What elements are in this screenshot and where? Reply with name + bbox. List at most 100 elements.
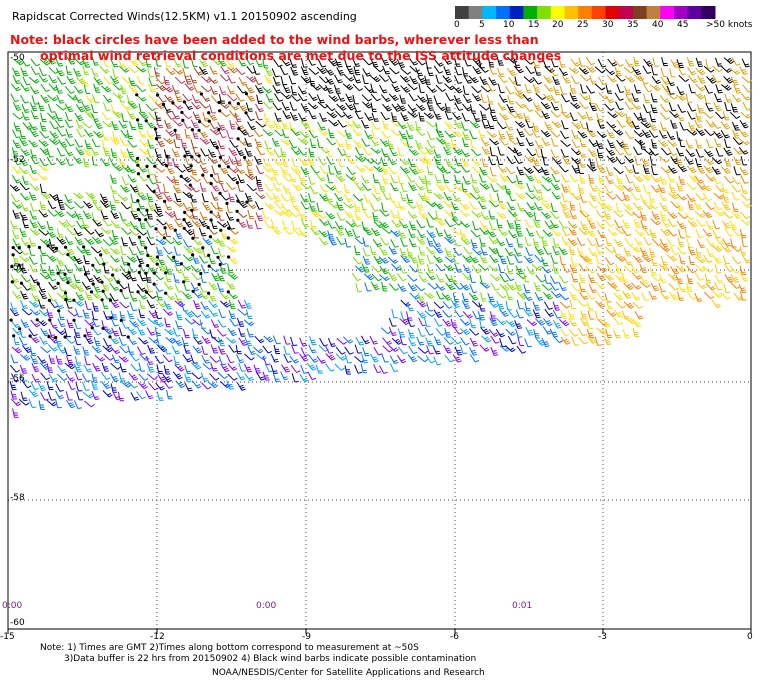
wind-barb (740, 184, 748, 194)
wind-barb (336, 201, 344, 211)
wind-barb (235, 67, 246, 76)
wind-barb (335, 353, 347, 361)
wind-barb (162, 85, 174, 93)
wind-barb (472, 113, 481, 122)
wind-barb (426, 85, 437, 93)
wind-barb (344, 354, 352, 364)
wind-barb (541, 184, 552, 192)
wind-barb (333, 183, 342, 193)
wind-barb (244, 56, 254, 65)
wind-barb (739, 129, 749, 138)
wind-barb (396, 103, 407, 112)
contamination-circle (179, 262, 183, 266)
wind-barb (452, 238, 462, 247)
wind-barb (308, 156, 315, 166)
wind-barb (558, 58, 566, 68)
wind-barb (352, 128, 363, 137)
wind-barb (19, 328, 27, 338)
wind-barb (81, 102, 91, 112)
wind-barb (676, 265, 687, 273)
note-line-1: Note: black circles have been added to t… (10, 32, 539, 47)
wind-barb (319, 112, 328, 122)
wind-barb (39, 247, 47, 257)
wind-barb (578, 57, 586, 67)
wind-barb (319, 184, 329, 193)
wind-barb (381, 94, 391, 103)
wind-barb (371, 129, 379, 139)
wind-barb (390, 239, 399, 248)
wind-barb (540, 192, 548, 202)
wind-barb (237, 174, 246, 184)
wind-barb (400, 299, 411, 307)
wind-barb (534, 202, 543, 211)
wind-barb (10, 364, 20, 373)
wind-barb (81, 373, 91, 383)
contamination-circle (172, 255, 176, 259)
contamination-circle (146, 253, 150, 257)
contamination-circle (9, 318, 13, 322)
wind-barb (101, 111, 111, 121)
wind-barb (336, 337, 347, 345)
wind-barb (425, 272, 436, 281)
wind-barb (288, 139, 298, 149)
wind-barb (147, 139, 155, 149)
wind-barb (724, 274, 734, 283)
wind-barb (38, 209, 49, 218)
wind-barb (153, 283, 164, 292)
wind-barb (128, 228, 140, 236)
wind-barb (409, 65, 420, 73)
wind-barb (544, 274, 551, 284)
wind-barb (724, 175, 734, 184)
contamination-circle (226, 236, 230, 240)
wind-barb (660, 228, 671, 236)
wind-barb (604, 95, 615, 104)
wind-barb (153, 319, 164, 328)
wind-barb (595, 210, 606, 219)
wind-barb (382, 65, 391, 75)
wind-barb (409, 75, 419, 85)
wind-barb (235, 147, 245, 157)
wind-barb (47, 200, 57, 210)
wind-barb (83, 265, 91, 275)
wind-barb (506, 219, 515, 229)
wind-barb (18, 166, 29, 175)
wind-barb (711, 65, 723, 72)
wind-barb (192, 247, 204, 254)
contamination-circle (191, 289, 195, 293)
wind-barb (184, 382, 193, 392)
wind-barb (12, 291, 22, 300)
wind-barb (516, 137, 525, 147)
wind-barb (308, 344, 317, 354)
wind-barb (651, 211, 660, 220)
wind-barb (289, 101, 297, 111)
wind-barb (397, 146, 404, 157)
wind-barb (409, 254, 419, 264)
wind-barb (175, 380, 186, 389)
wind-barb (373, 347, 383, 356)
wind-barb (37, 355, 47, 364)
wind-barb (272, 84, 282, 94)
wind-barb (558, 164, 569, 173)
wind-barb (523, 57, 535, 65)
wind-barb (227, 237, 239, 245)
wind-barb (453, 95, 462, 104)
wind-barb (190, 119, 200, 129)
wind-barb (270, 353, 279, 363)
wind-barb (407, 111, 419, 118)
contamination-circle (63, 335, 67, 339)
wind-barb (30, 381, 39, 391)
wind-barb (135, 84, 147, 93)
wind-barb (418, 83, 425, 93)
wind-barb (695, 139, 703, 149)
wind-barb (218, 356, 227, 366)
wind-barb (742, 254, 751, 264)
wind-barb (46, 148, 54, 158)
wind-barb (157, 374, 167, 383)
wind-barb (641, 157, 650, 167)
contamination-circle (209, 218, 213, 222)
wind-barb (101, 140, 109, 150)
wind-barb (300, 182, 311, 190)
wind-barb (226, 245, 237, 253)
contamination-circle (17, 246, 21, 250)
wind-barb (128, 236, 137, 246)
